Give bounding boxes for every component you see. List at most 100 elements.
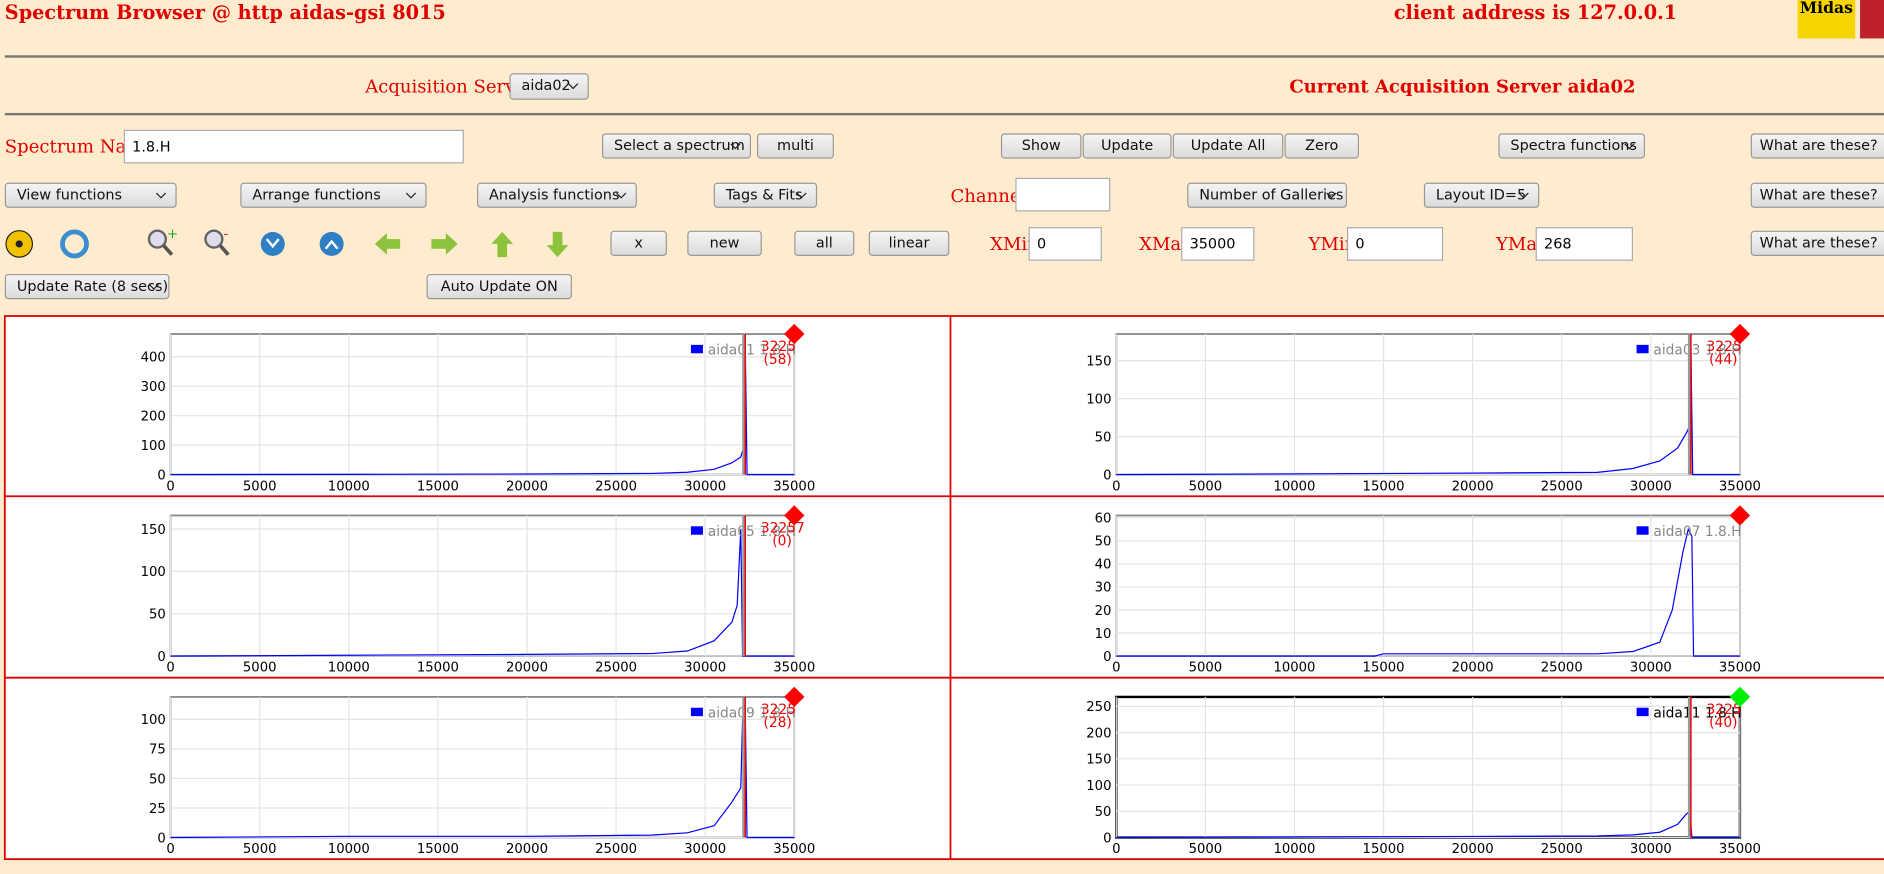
view-functions[interactable]: View functions <box>4 182 177 208</box>
x-tick-label: 0 <box>1112 479 1120 494</box>
icon[interactable] <box>60 229 89 259</box>
icon[interactable] <box>374 233 401 255</box>
select-marker[interactable] <box>1729 323 1751 345</box>
y-tick-label: 150 <box>141 523 166 538</box>
icon[interactable] <box>260 231 285 256</box>
select-spectrum[interactable]: Select a spectrum <box>602 133 751 159</box>
y-tick-label: 50 <box>1095 805 1112 820</box>
x-tick-label: 0 <box>166 842 174 857</box>
galleries[interactable]: Number of Galleries <box>1187 182 1347 208</box>
icon[interactable] <box>491 231 514 258</box>
ymin-label: YMin <box>1308 233 1357 255</box>
update-all-button[interactable]: Update All <box>1172 133 1284 159</box>
x-tick-label: 30000 <box>684 661 726 676</box>
y-tick-label: 0 <box>1103 831 1111 846</box>
x-tick-label: 15000 <box>1363 842 1405 857</box>
plot-area <box>169 696 796 839</box>
select-marker[interactable] <box>1729 686 1751 708</box>
help-button[interactable]: What are these? <box>1750 182 1884 208</box>
linear-button[interactable]: linear <box>868 230 950 256</box>
cursor-count: (58) <box>764 352 792 368</box>
multi-button[interactable]: multi <box>757 133 834 159</box>
y-tick-label: 100 <box>141 713 166 728</box>
y-tick-label: 0 <box>157 468 165 483</box>
help-button[interactable]: What are these? <box>1750 133 1884 159</box>
y-tick-label: 150 <box>1086 753 1111 768</box>
plot-area <box>169 514 796 657</box>
acq-label: Acquisition Servers <box>365 75 544 98</box>
x-tick-label: 0 <box>166 661 174 676</box>
tags-fits[interactable]: Tags & Fits <box>713 182 818 208</box>
icon[interactable]: + <box>147 227 178 256</box>
x-tick-label: 15000 <box>417 661 459 676</box>
cursor-count: (44) <box>1709 352 1737 368</box>
logo-2 <box>1860 0 1884 39</box>
y-tick-label: 100 <box>1086 779 1111 794</box>
x-tick-label: 25000 <box>595 661 637 676</box>
y-tick-label: 50 <box>149 772 166 787</box>
x-tick-label: 5000 <box>1189 661 1223 676</box>
update-rate[interactable]: Update Rate (8 secs) <box>4 273 170 300</box>
x-tick-label: 10000 <box>328 479 370 494</box>
plot-area <box>1115 695 1742 839</box>
x-tick-label: 10000 <box>1273 661 1315 676</box>
y-tick-label: 20 <box>1095 604 1112 619</box>
y-tick-label: 0 <box>1103 650 1111 665</box>
channel-input[interactable] <box>1015 177 1111 212</box>
new-button[interactable]: new <box>687 230 762 256</box>
x-tick-label: 25000 <box>1541 842 1583 857</box>
select-marker[interactable] <box>784 323 805 345</box>
icon[interactable] <box>546 231 569 258</box>
y-tick-label: 100 <box>141 565 166 580</box>
x-tick-label: 10000 <box>1273 479 1315 494</box>
icon[interactable]: - <box>204 227 230 256</box>
layout[interactable]: Layout ID=5 <box>1423 182 1540 208</box>
y-tick-label: 250 <box>1086 700 1111 715</box>
ymax-input[interactable] <box>1535 227 1633 261</box>
cursor-label: 3225 <box>1707 339 1742 355</box>
ymax-label: YMax <box>1495 233 1548 255</box>
x-tick-label: 0 <box>1112 842 1120 857</box>
xmin-input[interactable] <box>1028 227 1102 261</box>
y-tick-label: 150 <box>1086 354 1111 369</box>
icon[interactable] <box>5 230 34 258</box>
analysis-functions[interactable]: Analysis functions <box>477 182 637 208</box>
show-button[interactable]: Show <box>1000 133 1082 159</box>
spectrum-line <box>170 341 795 476</box>
icon[interactable] <box>319 231 344 256</box>
x-tick-label: 20000 <box>1452 661 1494 676</box>
x-tick-label: 10000 <box>328 661 370 676</box>
xmax-input[interactable] <box>1181 227 1255 261</box>
server-select[interactable]: aida02 <box>509 73 589 100</box>
legend-label: aida07 1.8.H <box>1653 524 1741 540</box>
spectrum-line <box>1116 810 1740 839</box>
x-tick-label: 10000 <box>328 842 370 857</box>
auto-update[interactable]: Auto Update ON <box>426 273 572 300</box>
legend-label: aida09 1.8.H <box>708 705 796 721</box>
legend-swatch <box>1636 344 1649 354</box>
legend-swatch <box>690 344 703 354</box>
x-tick-label: 35000 <box>773 842 815 857</box>
y-tick-label: 0 <box>157 650 165 665</box>
all-button[interactable]: all <box>794 230 855 256</box>
ymin-input[interactable] <box>1346 227 1444 261</box>
legend-swatch <box>1636 526 1649 535</box>
help-button[interactable]: What are these? <box>1750 230 1884 256</box>
x-tick-label: 15000 <box>417 479 459 494</box>
icon[interactable] <box>431 233 458 255</box>
spectra-functions[interactable]: Spectra functions <box>1498 133 1645 159</box>
zero-button[interactable]: Zero <box>1284 133 1360 159</box>
update-button[interactable]: Update <box>1082 133 1172 159</box>
spectrum-input[interactable] <box>123 129 464 164</box>
y-tick-label: 0 <box>157 831 165 846</box>
x-tick-label: 35000 <box>773 479 815 494</box>
arrange-functions[interactable]: Arrange functions <box>240 182 427 208</box>
x-tick-label: 5000 <box>243 661 277 676</box>
x-tick-label: 5000 <box>1189 479 1223 494</box>
x-button[interactable]: x <box>610 230 667 256</box>
y-tick-label: 300 <box>141 380 166 395</box>
cursor-label: 3225 <box>761 339 796 355</box>
